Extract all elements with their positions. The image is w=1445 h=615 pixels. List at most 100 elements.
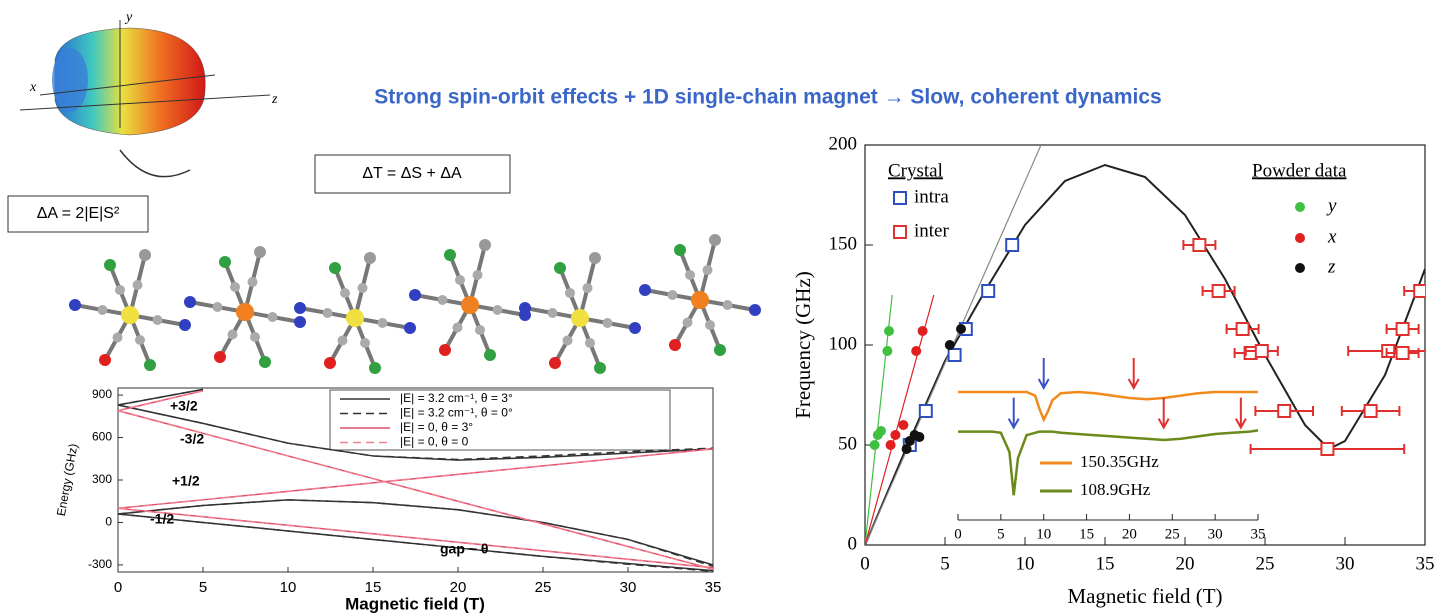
y-tick-label: 100 <box>829 333 858 354</box>
atom <box>358 283 368 293</box>
x-tick-label: 35 <box>705 579 722 596</box>
data-point <box>945 340 955 350</box>
atom <box>254 246 266 258</box>
x-tick-label: 35 <box>1251 526 1266 542</box>
data-point <box>870 440 880 450</box>
atom <box>294 302 306 314</box>
arrow-marker <box>1039 358 1049 388</box>
atom <box>479 239 491 251</box>
atom <box>340 288 350 298</box>
atom <box>369 362 381 374</box>
atom <box>714 344 726 356</box>
x-tick-label: 25 <box>1165 526 1180 542</box>
arrow-marker <box>1009 398 1019 428</box>
annotation: -1/2 <box>150 511 174 527</box>
metal-atom <box>461 296 479 314</box>
y-tick-label: 50 <box>838 433 857 454</box>
annotation: +3/2 <box>170 398 198 414</box>
legend-label: |E| = 3.2 cm⁻¹, θ = 0° <box>400 406 513 420</box>
data-point <box>1193 239 1205 251</box>
atom <box>683 318 693 328</box>
data-point <box>886 440 896 450</box>
legend-swatch <box>1295 263 1305 273</box>
y-tick-label: 900 <box>92 387 112 401</box>
y-tick-label: 200 <box>829 133 858 154</box>
atom <box>703 265 713 275</box>
atom <box>519 302 531 314</box>
equation: ΔA = 2|E|S² <box>37 205 120 222</box>
data-point <box>911 346 921 356</box>
atom <box>705 320 715 330</box>
legend-label: x <box>1327 226 1337 247</box>
atom <box>603 318 613 328</box>
annotation: +1/2 <box>172 473 200 489</box>
slide: x y z ΔA = 2|E|S² ΔT = ΔS + ΔA Strong sp… <box>0 0 1445 615</box>
atom <box>493 305 503 315</box>
atom <box>184 296 196 308</box>
data-point <box>876 426 886 436</box>
x-tick-label: 15 <box>1096 553 1115 574</box>
atom <box>179 319 191 331</box>
atom <box>473 270 483 280</box>
x-tick-label: 20 <box>450 579 467 596</box>
atom <box>563 336 573 346</box>
data-point <box>1237 323 1249 335</box>
metal-atom <box>236 303 254 321</box>
legend-label: 150.35GHz <box>1080 452 1159 471</box>
y-tick-label: -300 <box>88 557 112 571</box>
atom <box>455 275 465 285</box>
legend-label: 108.9GHz <box>1080 480 1151 499</box>
data-point <box>956 324 966 334</box>
atom <box>135 335 145 345</box>
legend-label: |E| = 3.2 cm⁻¹, θ = 3° <box>400 391 513 405</box>
y-tick-label: 600 <box>92 430 112 444</box>
data-point <box>1397 323 1409 335</box>
anisotropy-icon: x y z <box>20 10 278 176</box>
atom <box>248 277 258 287</box>
metal-atom <box>571 309 589 327</box>
molecule-chain <box>69 234 761 374</box>
x-axis-label: Magnetic field (T) <box>1067 584 1222 608</box>
x-axis-label: Magnetic field (T) <box>345 594 485 613</box>
data-point <box>1256 345 1268 357</box>
legend-label: z <box>1327 256 1336 277</box>
legend-label: y <box>1326 195 1337 216</box>
slide-title: Strong spin-orbit effects + 1D single-ch… <box>374 86 1161 109</box>
atom <box>709 234 721 246</box>
atom <box>329 262 341 274</box>
x-tick-label: 10 <box>1036 526 1051 542</box>
atom <box>475 325 485 335</box>
data-point <box>890 430 900 440</box>
atom <box>565 288 575 298</box>
legend-swatch <box>1295 233 1305 243</box>
data-point <box>1414 285 1426 297</box>
data-point <box>1321 443 1333 455</box>
atom <box>438 295 448 305</box>
atom <box>259 356 271 368</box>
x-tick-label: 20 <box>1176 553 1195 574</box>
atom <box>360 338 370 348</box>
atom <box>749 304 761 316</box>
data-point <box>1278 405 1290 417</box>
atom <box>583 283 593 293</box>
data-point <box>914 432 924 442</box>
x-tick-label: 0 <box>954 526 962 542</box>
data-point <box>1397 347 1409 359</box>
atom <box>213 302 223 312</box>
atom <box>668 290 678 300</box>
atom <box>133 280 143 290</box>
atom <box>439 344 451 356</box>
atom <box>549 357 561 369</box>
atom <box>104 259 116 271</box>
x-tick-label: 35 <box>1416 553 1435 574</box>
atom <box>554 262 566 274</box>
data-point <box>1006 239 1018 251</box>
legend-swatch <box>894 192 906 204</box>
atom <box>589 252 601 264</box>
x-tick-label: 30 <box>1336 553 1355 574</box>
atom <box>629 322 641 334</box>
atom <box>144 359 156 371</box>
y-tick-label: 0 <box>105 515 112 529</box>
atom <box>585 338 595 348</box>
